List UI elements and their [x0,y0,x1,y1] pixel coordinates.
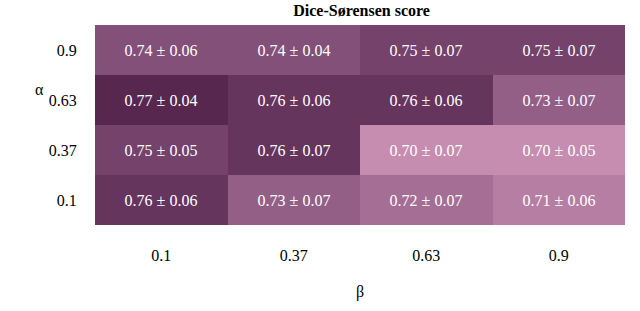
svg-text:0.63: 0.63 [412,247,440,264]
svg-text:0.71 ± 0.06: 0.71 ± 0.06 [523,192,596,209]
svg-text:0.70 ± 0.05: 0.70 ± 0.05 [523,142,596,159]
svg-text:0.75 ± 0.07: 0.75 ± 0.07 [523,42,596,59]
svg-text:0.74 ± 0.06: 0.74 ± 0.06 [125,42,198,59]
svg-text:0.9: 0.9 [57,42,77,59]
svg-text:0.70 ± 0.07: 0.70 ± 0.07 [390,142,463,159]
svg-text:0.74 ± 0.04: 0.74 ± 0.04 [258,42,331,59]
svg-text:α: α [35,81,44,98]
svg-text:0.37: 0.37 [280,247,308,264]
svg-text:Dice-Sørensen score: Dice-Sørensen score [293,2,430,19]
svg-text:0.76 ± 0.07: 0.76 ± 0.07 [258,142,331,159]
svg-text:0.75 ± 0.07: 0.75 ± 0.07 [390,42,463,59]
svg-text:0.72 ± 0.07: 0.72 ± 0.07 [390,192,463,209]
svg-text:0.1: 0.1 [151,247,171,264]
svg-text:0.9: 0.9 [549,247,569,264]
svg-text:0.73 ± 0.07: 0.73 ± 0.07 [523,92,596,109]
svg-text:0.1: 0.1 [57,192,77,209]
svg-text:0.76 ± 0.06: 0.76 ± 0.06 [125,192,198,209]
svg-text:0.76 ± 0.06: 0.76 ± 0.06 [390,92,463,109]
svg-text:0.77 ± 0.04: 0.77 ± 0.04 [125,92,198,109]
svg-text:0.75 ± 0.05: 0.75 ± 0.05 [125,142,198,159]
svg-text:0.63: 0.63 [49,92,77,109]
svg-text:0.73 ± 0.07: 0.73 ± 0.07 [258,192,331,209]
svg-text:0.37: 0.37 [49,142,77,159]
svg-text:0.76 ± 0.06: 0.76 ± 0.06 [258,92,331,109]
svg-text:β: β [356,283,364,301]
